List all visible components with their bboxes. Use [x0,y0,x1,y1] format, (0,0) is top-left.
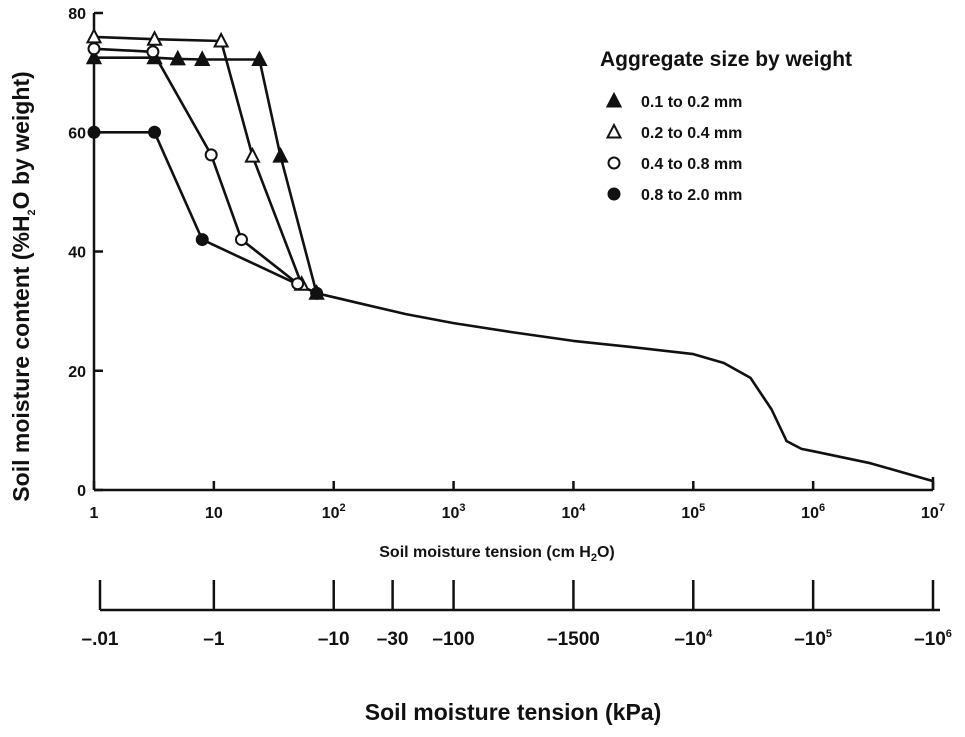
data-point [291,277,305,291]
y-axis: 0 20 40 60 80 [68,6,103,500]
series-line-2 [93,47,299,285]
legend-label: 0.1 to 0.2 mm [641,94,742,111]
data-point [244,146,261,163]
kpa-tick-label: –10 [318,629,350,650]
series-line-1 [93,35,303,285]
x-tick-label: 104 [561,502,586,522]
legend-marker [607,187,621,201]
legend-marker [607,156,621,170]
x-tick-label: 106 [801,502,825,522]
legend: Aggregate size by weight 0.1 to 0.2 mm 0.2… [600,48,852,204]
data-point [272,146,289,163]
series-line-0 [94,56,318,294]
kpa-tick-label: –106 [914,628,952,650]
data-point [204,148,218,162]
data-point [146,30,163,46]
y-tick-label: 60 [68,125,86,142]
legend-label: 0.2 to 0.4 mm [641,125,742,142]
data-point [234,233,248,247]
curves [93,35,934,483]
kpa-tick-label: –.01 [82,629,119,650]
y-tick-label: 20 [68,364,86,381]
data-point [194,50,211,67]
x-axis-title: Soil moisture tension (cm H2O) [379,544,615,564]
data-point [85,48,103,65]
legend-label: 0.4 to 0.8 mm [641,156,742,173]
x-tick-label: 10 [205,505,223,522]
legend-marker [605,122,623,139]
kpa-tick-label: –100 [432,629,474,650]
kpa-tick-label: –105 [794,628,832,650]
shared-drying-curve [316,291,934,483]
kpa-tick-label: –104 [674,628,713,650]
x-tick-label: 1 [90,505,99,522]
y-axis-title: Soil moisture content (%H2O by weight) [8,71,38,501]
kpa-tick-label: –30 [377,629,409,650]
legend-title: Aggregate size by weight [600,48,852,71]
kpa-tick-label: –1500 [547,629,600,650]
kpa-axis: –.01 –1 –10 –30 –100 –1500 –104 –105 –106 [82,580,952,650]
x-tick-label: 102 [322,502,346,522]
data-point [148,125,162,139]
data-point [251,50,268,67]
data-point [195,233,209,247]
kpa-axis-title: Soil moisture tension (kPa) [365,699,662,725]
legend-label: 0.8 to 2.0 mm [641,187,742,204]
data-point [169,49,186,66]
data-point [212,31,230,48]
markers [85,27,325,300]
y-tick-label: 40 [68,245,86,262]
x-tick-label: 105 [681,502,705,522]
data-point [310,286,324,300]
data-point [87,125,101,139]
x-tick-label: 107 [921,502,945,522]
x-axis: 1 10 102 103 104 105 106 107 [90,477,945,522]
kpa-tick-label: –1 [203,629,225,650]
legend-marker [605,91,623,108]
y-tick-label: 0 [77,483,86,500]
data-point [146,45,160,59]
x-tick-label: 103 [442,502,466,522]
y-tick-label: 80 [68,6,86,23]
series-line-3 [94,131,318,295]
axis-titles: Soil moisture content (%H2O by weight) So… [8,71,661,725]
data-point [87,42,101,56]
